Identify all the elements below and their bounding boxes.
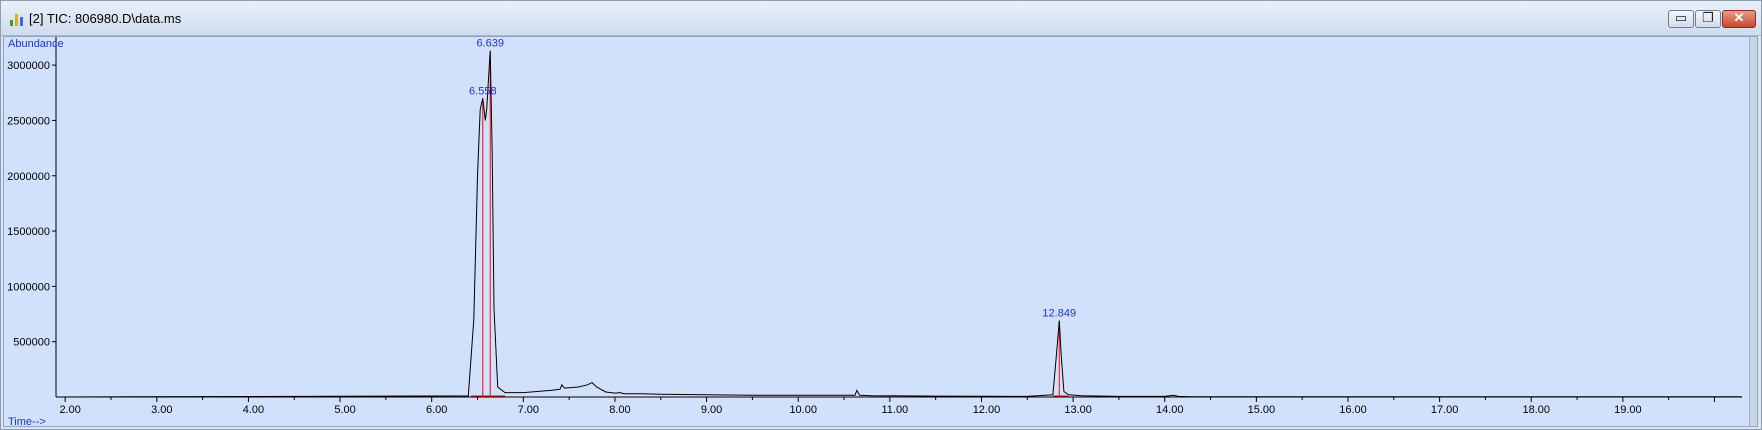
x-tick-label: 14.00 xyxy=(1156,404,1184,416)
chromatogram-app-icon xyxy=(10,14,23,26)
title-bar[interactable]: [2] TIC: 806980.D\data.ms ▭ ❐ ✕ xyxy=(1,1,1761,36)
restore-button[interactable]: ❐ xyxy=(1695,10,1721,28)
close-button[interactable]: ✕ xyxy=(1722,10,1756,28)
x-tick-label: 3.00 xyxy=(151,404,172,416)
restore-icon: ❐ xyxy=(1702,10,1714,25)
y-tick-label: 1500000 xyxy=(7,226,50,238)
x-tick-label: 9.00 xyxy=(701,404,722,416)
tic-trace xyxy=(55,50,1742,398)
plot-scroll-strip[interactable] xyxy=(1749,37,1757,426)
x-tick-label: 19.00 xyxy=(1614,404,1642,416)
y-tick-label: 500000 xyxy=(13,337,50,349)
x-tick-label: 11.00 xyxy=(881,404,908,416)
peak-label: 6.558 xyxy=(469,85,497,97)
chromatogram-plot[interactable]: Abundance Time--> 500000 1000000 1500000 2000… xyxy=(3,36,1758,427)
y-axis-title: Abundance xyxy=(8,38,64,50)
x-tick-label: 2.00 xyxy=(59,404,80,416)
y-tick-label: 2000000 xyxy=(7,171,50,183)
peak-label: 6.639 xyxy=(476,38,504,50)
x-tick-label: 16.00 xyxy=(1339,404,1367,416)
x-tick-label: 18.00 xyxy=(1522,404,1550,416)
peak-label: 12.849 xyxy=(1042,308,1076,320)
x-tick-label: 17.00 xyxy=(1431,404,1459,416)
x-tick-label: 8.00 xyxy=(609,404,630,416)
x-tick-label: 7.00 xyxy=(518,404,539,416)
x-tick-label: 6.00 xyxy=(426,404,447,416)
window-title: [2] TIC: 806980.D\data.ms xyxy=(29,11,182,26)
y-tick-label: 3000000 xyxy=(7,60,50,72)
y-tick-label: 1000000 xyxy=(7,281,50,293)
x-axis-title: Time--> xyxy=(8,416,46,427)
x-tick-label: 15.00 xyxy=(1248,404,1276,416)
x-tick-label: 5.00 xyxy=(334,404,355,416)
x-tick-label: 13.00 xyxy=(1064,404,1092,416)
x-tick-label: 12.00 xyxy=(973,404,1001,416)
minimize-button[interactable]: ▭ xyxy=(1668,10,1694,28)
x-tick-label: 10.00 xyxy=(789,404,817,416)
close-icon: ✕ xyxy=(1733,10,1745,25)
x-tick-label: 4.00 xyxy=(243,404,264,416)
minimize-icon: ▭ xyxy=(1674,10,1688,25)
y-tick-label: 2500000 xyxy=(7,115,50,127)
tic-chart: Abundance Time--> 500000 1000000 1500000 2000… xyxy=(7,37,1742,427)
